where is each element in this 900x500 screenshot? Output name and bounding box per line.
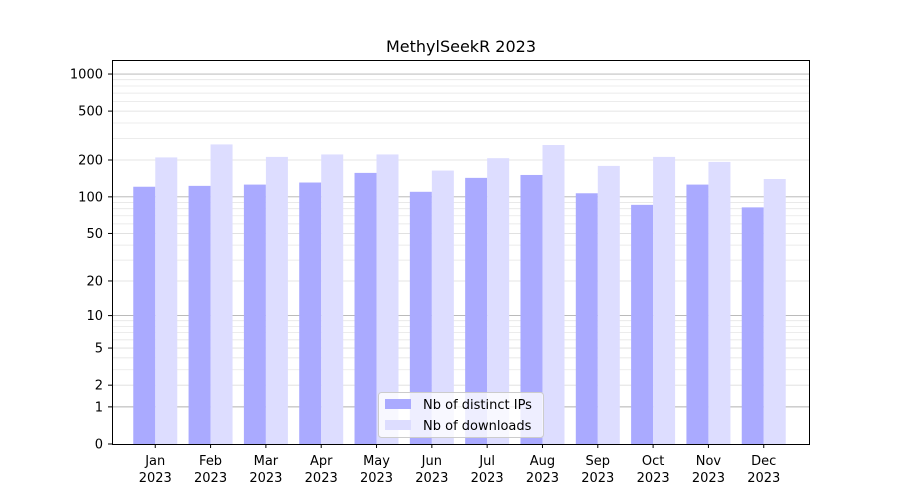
x-tick-label-year: 2023 <box>471 471 504 486</box>
bar-distinct-ips <box>686 184 709 444</box>
bar-downloads <box>376 154 399 444</box>
y-tick-label: 5 <box>95 342 103 357</box>
chart-title: MethylSeekR 2023 <box>386 37 536 56</box>
bar-downloads <box>763 178 786 444</box>
legend-swatch-downloads <box>385 420 411 430</box>
y-tick-label: 100 <box>78 190 103 205</box>
bar-downloads <box>155 157 178 444</box>
bar-distinct-ips <box>631 204 654 444</box>
x-axis: Jan 2023 Feb 2023 Mar 2023 Apr 2023 May 2023 Jun 20… <box>139 444 780 486</box>
y-tick-label: 50 <box>86 227 103 242</box>
x-tick-label-year: 2023 <box>526 471 559 486</box>
x-tick-label-year: 2023 <box>692 471 725 486</box>
bar-downloads <box>321 154 344 444</box>
x-tick-label-month: Sep <box>586 454 611 469</box>
bar-downloads <box>708 161 731 444</box>
x-tick-label-year: 2023 <box>139 471 172 486</box>
bar-distinct-ips <box>133 186 156 444</box>
y-tick-label: 10 <box>86 309 103 324</box>
x-tick-label-month: Mar <box>254 454 279 469</box>
bar-distinct-ips <box>354 172 377 444</box>
x-tick-label-year: 2023 <box>415 471 448 486</box>
y-tick-label: 500 <box>78 105 103 120</box>
y-tick-label: 1 <box>95 400 103 415</box>
legend-swatch-ips <box>385 399 411 409</box>
x-tick-label-month: Dec <box>751 454 776 469</box>
legend-label-ips: Nb of distinct IPs <box>423 398 532 413</box>
x-tick-label-month: Apr <box>310 454 333 469</box>
legend-box <box>378 392 544 438</box>
bar-downloads <box>597 165 620 444</box>
plot-frame <box>112 60 810 445</box>
y-tick-label: 2 <box>95 379 103 394</box>
x-tick-label-month: Nov <box>696 454 722 469</box>
bar-downloads <box>487 158 510 444</box>
y-tick-label: 1000 <box>70 68 103 83</box>
legend: Nb of distinct IPs Nb of downloads <box>378 392 544 438</box>
x-tick-label-year: 2023 <box>637 471 670 486</box>
bar-distinct-ips <box>409 191 432 444</box>
y-tick-label: 0 <box>95 438 103 453</box>
x-tick-label-month: Oct <box>642 454 664 469</box>
x-tick-label-month: May <box>363 454 390 469</box>
x-tick-label-month: Jun <box>421 454 442 469</box>
x-tick-label-year: 2023 <box>305 471 338 486</box>
x-tick-label-year: 2023 <box>581 471 614 486</box>
legend-label-downloads: Nb of downloads <box>423 419 532 434</box>
bar-distinct-ips <box>299 182 322 445</box>
y-tick-label: 20 <box>86 274 103 289</box>
bar-downloads <box>431 170 454 444</box>
x-tick-label-year: 2023 <box>194 471 227 486</box>
x-tick-label-year: 2023 <box>249 471 282 486</box>
y-axis: 0 1 2 5 10 20 50 100 200 500 1000 <box>70 68 112 453</box>
x-tick-label-month: Feb <box>199 454 222 469</box>
bar-distinct-ips <box>575 193 598 444</box>
bar-downloads <box>210 144 233 444</box>
bar-distinct-ips <box>465 177 488 444</box>
bar-downloads <box>653 156 676 444</box>
x-tick-label-year: 2023 <box>747 471 780 486</box>
bar-distinct-ips <box>520 174 543 444</box>
bars <box>133 144 786 445</box>
bar-downloads <box>542 145 565 444</box>
y-tick-label: 200 <box>78 154 103 169</box>
bar-downloads <box>265 156 288 444</box>
bar-distinct-ips <box>188 185 211 445</box>
x-tick-label-month: Aug <box>530 454 555 469</box>
x-tick-label-month: Jan <box>144 454 165 469</box>
x-tick-label-month: Jul <box>478 454 495 469</box>
x-tick-label-year: 2023 <box>360 471 393 486</box>
bar-distinct-ips <box>243 184 266 444</box>
bar-distinct-ips <box>741 207 764 444</box>
